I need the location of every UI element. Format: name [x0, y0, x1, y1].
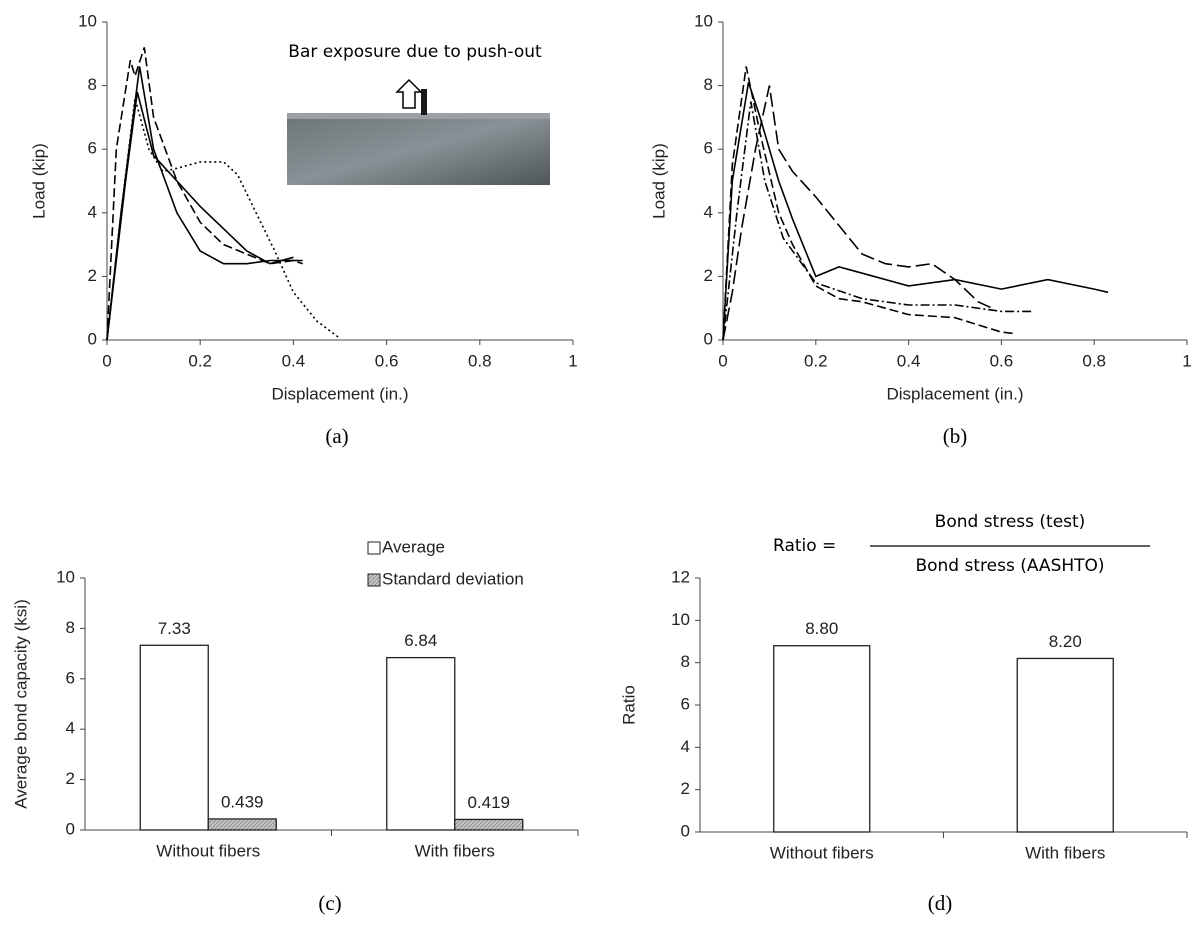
x-axis-label: Displacement (in.): [272, 384, 409, 403]
x-tick-label: 1: [568, 351, 577, 370]
push-arrow: [395, 78, 423, 109]
x-tick-label: 0.4: [282, 351, 306, 370]
formula-denominator: Bond stress (AASHTO): [915, 556, 1104, 576]
caption: (d): [928, 891, 953, 915]
y-axis-label: Average bond capacity (ksi): [11, 599, 30, 808]
y-tick-label: 10: [694, 11, 713, 30]
y-tick-label: 4: [681, 737, 690, 756]
y-tick-label: 4: [66, 719, 75, 738]
value-label: 8.20: [1049, 632, 1082, 651]
y-tick-label: 4: [704, 202, 713, 221]
y-tick-label: 6: [88, 139, 97, 158]
legend-label: Average: [382, 537, 445, 556]
y-axis-label: Load (kip): [29, 143, 48, 219]
y-tick-label: 2: [66, 769, 75, 788]
x-tick-label: 0.6: [375, 351, 399, 370]
y-tick-label: 0: [88, 329, 97, 348]
y-axis-label: Load (kip): [649, 143, 668, 219]
x-tick-label: With fibers: [1025, 843, 1105, 862]
y-tick-label: 6: [681, 694, 690, 713]
y-tick-label: 2: [704, 266, 713, 285]
y-tick-label: 0: [704, 329, 713, 348]
value-label: 0.419: [467, 793, 510, 812]
y-tick-label: 8: [88, 75, 97, 94]
y-tick-label: 10: [671, 610, 690, 629]
value-label: 8.80: [805, 619, 838, 638]
load-curve: [722, 66, 1016, 341]
bar: [207, 818, 277, 831]
y-tick-label: 2: [681, 779, 690, 798]
y-axis-label: Ratio: [619, 685, 638, 725]
formula-lhs: Ratio =: [773, 536, 836, 556]
y-tick-label: 8: [681, 652, 690, 671]
bar: [773, 645, 871, 833]
x-tick-label: 0.4: [897, 351, 921, 370]
x-tick-label: 0: [718, 351, 727, 370]
legend-label: Standard deviation: [382, 569, 524, 588]
load-curve: [722, 85, 993, 341]
value-label: 0.439: [221, 792, 264, 811]
specimen-photo: [287, 113, 550, 185]
load-curve: [722, 82, 1109, 341]
value-label: 7.33: [158, 619, 191, 638]
y-tick-label: 8: [66, 618, 75, 637]
load-curve: [106, 66, 303, 341]
y-tick-label: 2: [88, 266, 97, 285]
x-tick-label: 0.8: [468, 351, 492, 370]
y-tick-label: 4: [88, 202, 97, 221]
legend-swatch: [367, 541, 381, 555]
x-tick-label: With fibers: [415, 841, 495, 860]
bar: [1016, 657, 1114, 833]
x-tick-label: Without fibers: [770, 843, 874, 862]
caption: (c): [318, 891, 341, 915]
y-tick-label: 6: [704, 139, 713, 158]
bar: [139, 644, 209, 831]
bar-stub: [421, 89, 427, 115]
y-tick-label: 10: [78, 11, 97, 30]
load-curve: [106, 91, 294, 341]
bar: [454, 818, 524, 831]
caption: (b): [943, 424, 968, 448]
value-label: 6.84: [404, 631, 437, 650]
load-curve: [106, 98, 341, 341]
annotation: Bar exposure due to push-out: [288, 42, 542, 62]
load-curve: [722, 101, 1034, 341]
y-tick-label: 12: [671, 567, 690, 586]
x-axis-label: Displacement (in.): [887, 384, 1024, 403]
specimen-top: [287, 113, 550, 119]
x-tick-label: 0.8: [1082, 351, 1106, 370]
bar: [386, 656, 456, 831]
x-tick-label: 0.6: [990, 351, 1014, 370]
x-tick-label: 0: [102, 351, 111, 370]
y-tick-label: 0: [681, 821, 690, 840]
y-tick-label: 6: [66, 668, 75, 687]
x-tick-label: Without fibers: [156, 841, 260, 860]
x-tick-label: 0.2: [188, 351, 212, 370]
load-curve: [106, 47, 303, 341]
x-tick-label: 1: [1182, 351, 1191, 370]
x-tick-label: 0.2: [804, 351, 828, 370]
formula-numerator: Bond stress (test): [935, 512, 1086, 532]
y-tick-label: 10: [56, 567, 75, 586]
caption: (a): [325, 424, 348, 448]
legend-swatch: [367, 573, 381, 587]
y-tick-label: 0: [66, 819, 75, 838]
y-tick-label: 8: [704, 75, 713, 94]
